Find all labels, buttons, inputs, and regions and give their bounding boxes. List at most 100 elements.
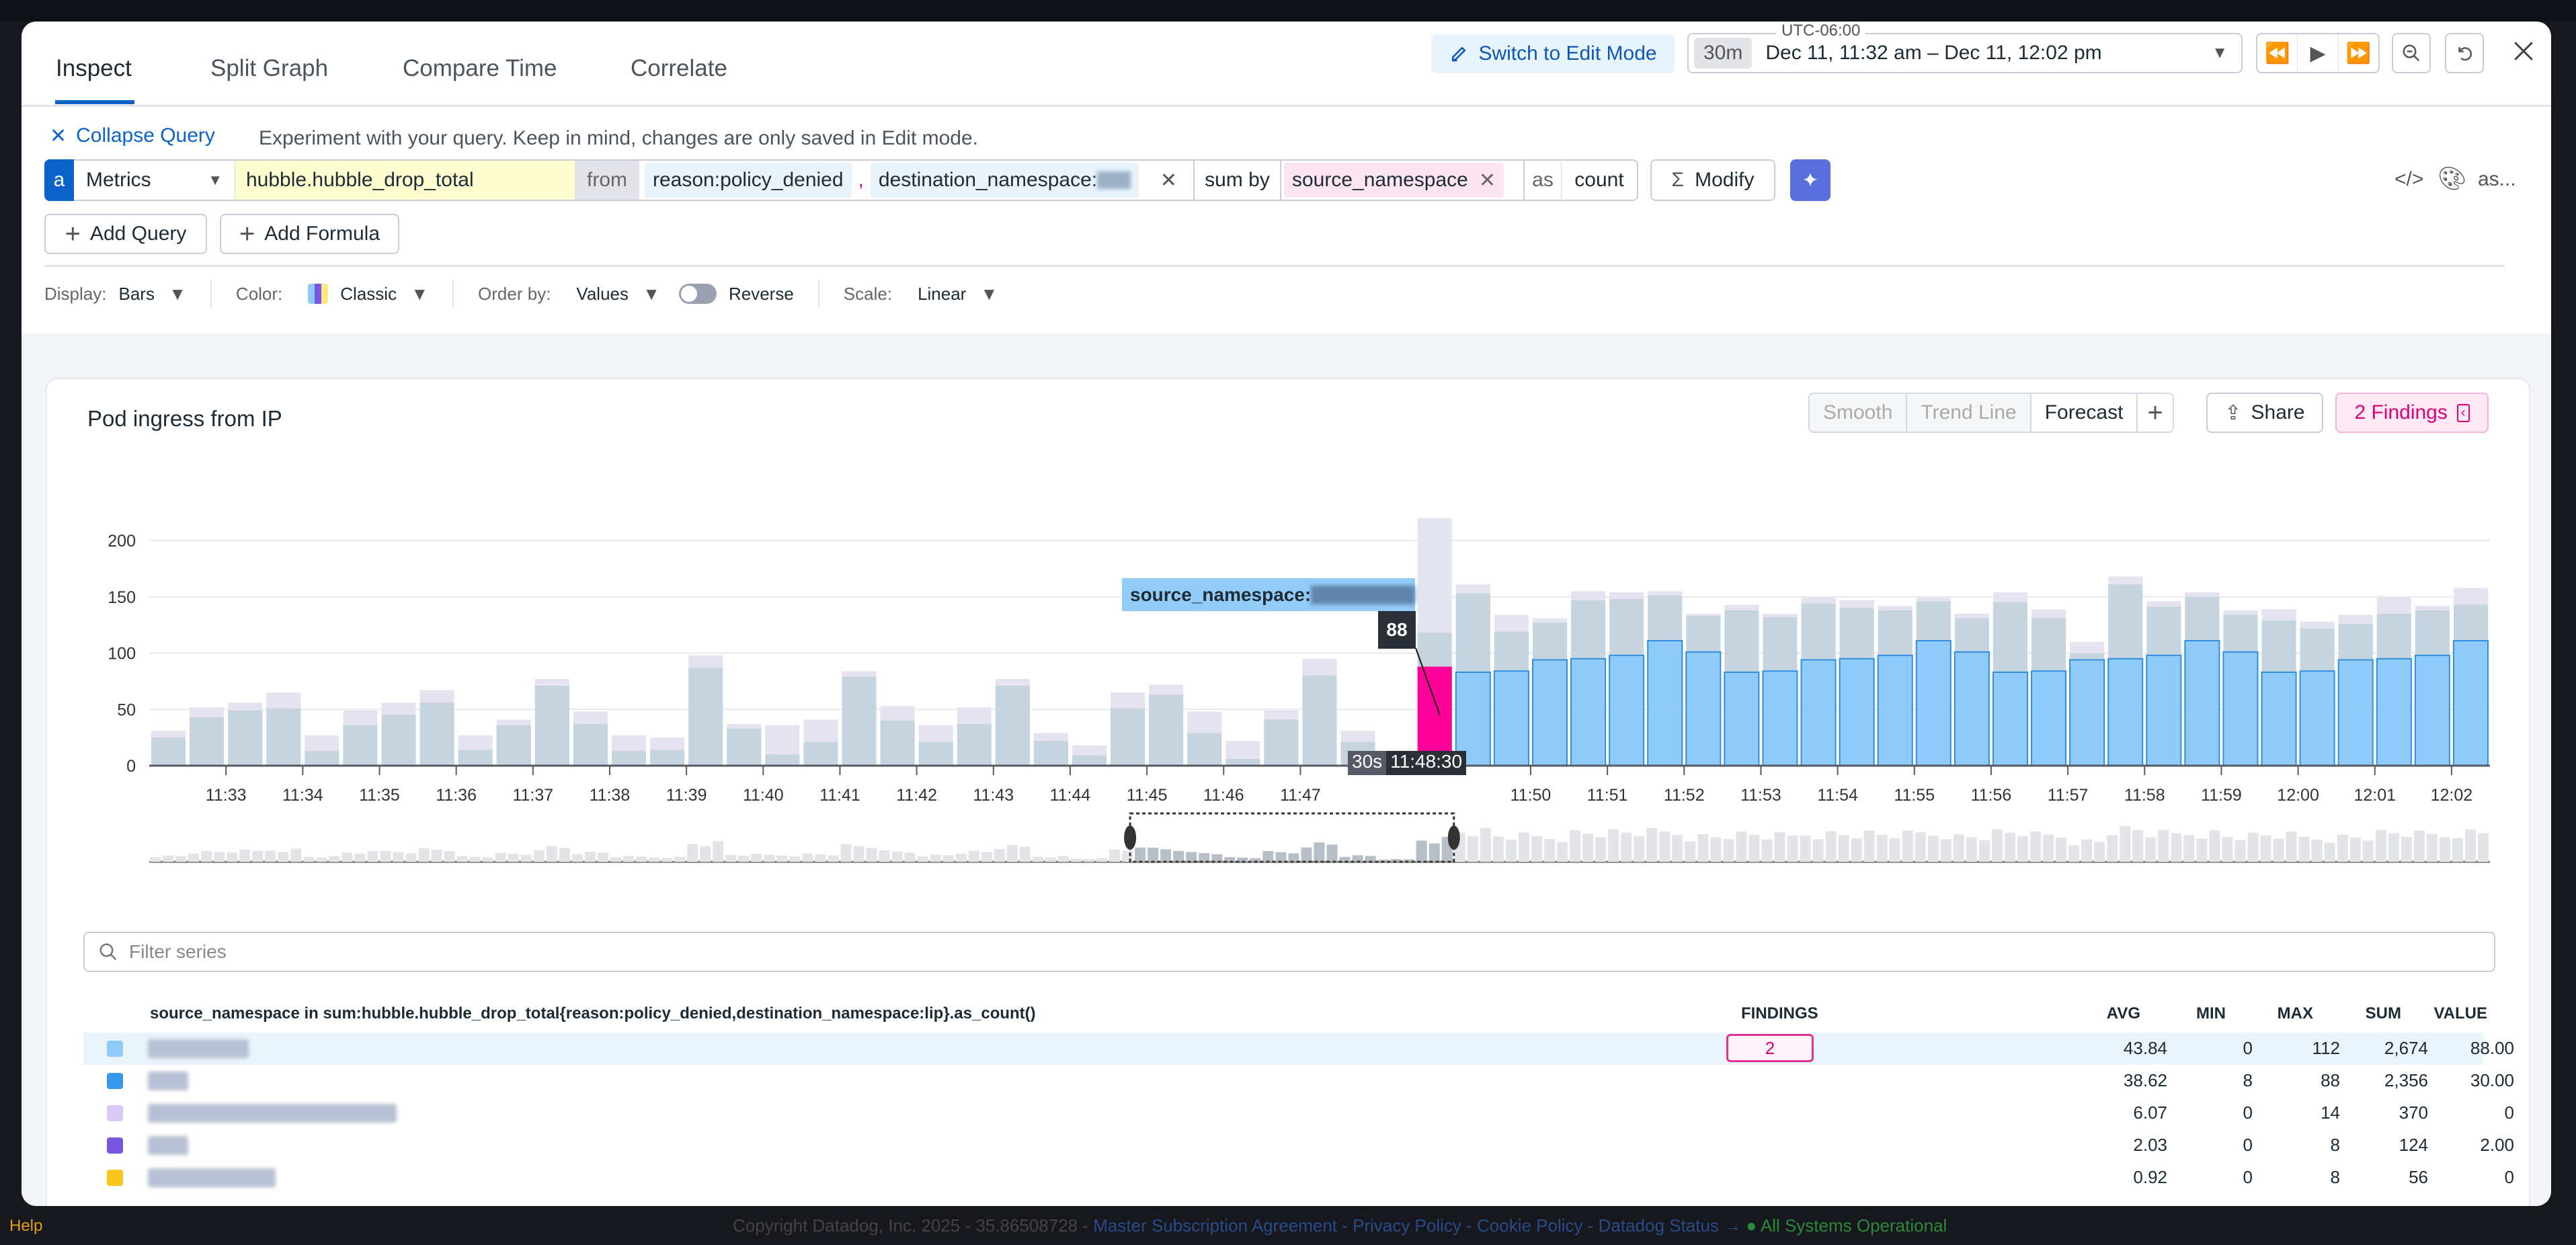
reverse-toggle[interactable]	[678, 284, 717, 304]
table-row[interactable]: 0.92 0 8 56 0	[83, 1162, 2514, 1194]
overview-bar	[1365, 856, 1376, 862]
overview-bar	[1966, 837, 1977, 862]
table-row[interactable]: 2.03 0 8 124 2.00	[83, 1129, 2514, 1162]
overview-bar	[2452, 838, 2463, 862]
findings-button[interactable]: 2 Findings ‹	[2335, 393, 2489, 433]
bar-second-series	[1417, 633, 1452, 667]
series-color-swatch	[107, 1041, 123, 1057]
tooltip-series-label: source_namespace:	[1130, 584, 1312, 605]
bar-highlighted-series	[1877, 654, 1913, 766]
col-min[interactable]: MIN	[2196, 1004, 2226, 1022]
col-sum[interactable]: SUM	[2365, 1004, 2401, 1022]
alias-input[interactable]: as...	[2478, 168, 2516, 190]
ai-assist-button[interactable]: ✦	[1790, 159, 1830, 201]
function-buttons: Smooth Trend Line Forecast +	[1808, 393, 2174, 433]
play-icon[interactable]: ▶	[2298, 34, 2339, 72]
time-preset[interactable]: 30m	[1694, 38, 1753, 69]
cell-max: 14	[2321, 1102, 2340, 1123]
overview-bar	[828, 855, 839, 862]
remove-icon[interactable]: ✕	[1478, 169, 1496, 192]
sum-by-label[interactable]: sum by	[1193, 159, 1280, 201]
overview-bar	[853, 846, 864, 862]
from-label: from	[575, 159, 639, 201]
overview-bar	[1186, 852, 1197, 862]
tag-chip-text: destination_namespace:	[878, 169, 1098, 191]
color-select[interactable]: Classic ▼	[340, 283, 429, 304]
bar-second-series	[2261, 620, 2296, 672]
overview-bar	[2388, 833, 2399, 862]
step-forward-icon[interactable]: ⏩	[2345, 42, 2371, 65]
overview-bar	[649, 857, 660, 862]
reset-button[interactable]	[2445, 33, 2484, 73]
overview-bar	[879, 850, 890, 862]
collapse-query-button[interactable]: ✕ Collapse Query	[50, 106, 215, 166]
overview-bar	[559, 848, 570, 862]
bar-second-series	[2223, 614, 2258, 652]
overview-bar	[2426, 834, 2438, 862]
data-source-select[interactable]: Metrics ▼	[74, 159, 235, 201]
tag-chip[interactable]: reason:policy_denied	[645, 163, 852, 198]
close-button[interactable]	[2509, 36, 2538, 71]
x-tick-label: 11:43	[973, 786, 1014, 805]
query-letter[interactable]: a	[44, 159, 74, 201]
overview-bar	[713, 841, 724, 862]
filter-series-input[interactable]: Filter series	[83, 932, 2495, 972]
overview-bar	[610, 857, 622, 862]
share-button[interactable]: ⇪ Share	[2206, 393, 2323, 433]
table-row[interactable]: 38.62 8 88 2,356 30.00	[83, 1065, 2514, 1097]
col-findings[interactable]: FINDINGS	[1741, 1004, 1818, 1022]
smooth-button[interactable]: Smooth	[1810, 394, 1908, 432]
cell-value: 0	[2504, 1102, 2514, 1123]
group-chip[interactable]: source_namespace ✕	[1284, 163, 1504, 198]
help-link[interactable]: Help	[9, 1217, 43, 1235]
table-row[interactable]: 2 43.84 0 112 2,674 88.00	[83, 1033, 2514, 1065]
tab-inspect[interactable]: Inspect	[56, 55, 132, 81]
add-formula-button[interactable]: + Add Formula	[220, 214, 399, 254]
bar-second-series	[573, 724, 608, 766]
tab-compare-time[interactable]: Compare Time	[403, 55, 557, 81]
time-picker[interactable]: 30m Dec 11, 11:32 am – Dec 11, 12:02 pm …	[1687, 33, 2243, 73]
y-tick-label: 0	[126, 757, 136, 776]
trend-line-button[interactable]: Trend Line	[1907, 394, 2031, 432]
brush-handle-left	[1124, 826, 1137, 850]
zoom-out-button[interactable]	[2392, 33, 2431, 73]
switch-to-edit-mode-button[interactable]: Switch to Edit Mode	[1431, 34, 1675, 73]
group-by-input[interactable]: source_namespace ✕	[1280, 159, 1523, 201]
forecast-button[interactable]: Forecast	[2031, 394, 2138, 432]
col-avg[interactable]: AVG	[2106, 1004, 2140, 1022]
clear-tags-icon[interactable]: ✕	[1160, 169, 1177, 192]
time-range[interactable]: Dec 11, 11:32 am – Dec 11, 12:02 pm	[1765, 42, 2102, 64]
findings-badge[interactable]: 2	[1726, 1034, 1814, 1062]
bar-chart[interactable]: 0 50 100 150 200 11:33 11:34 11:35 11:36 11:37 11:…	[47, 379, 2532, 890]
as-count-select[interactable]: count	[1561, 159, 1638, 201]
overview-bar	[1825, 831, 1837, 862]
overview-bar	[1876, 835, 1888, 862]
scale-select[interactable]: Linear ▼	[918, 283, 998, 304]
modify-button[interactable]: Σ Modify	[1650, 159, 1775, 201]
display-select[interactable]: Bars ▼	[118, 283, 186, 304]
cell-min: 8	[2243, 1070, 2253, 1090]
bar-highlighted-series	[1609, 654, 1645, 766]
add-query-button[interactable]: + Add Query	[44, 214, 207, 254]
overview-bar	[1326, 844, 1338, 862]
footer-links[interactable]: Master Subscription Agreement - Privacy …	[1093, 1215, 1742, 1236]
tab-split-graph[interactable]: Split Graph	[210, 55, 329, 81]
overview-bar	[1428, 843, 1440, 862]
table-row[interactable]: 6.07 0 14 370 0	[83, 1097, 2514, 1129]
overview-bar	[955, 853, 967, 862]
palette-icon[interactable]: 🎨︎	[2438, 166, 2467, 192]
code-icon[interactable]: </>	[2394, 168, 2424, 190]
col-value[interactable]: VALUE	[2433, 1004, 2487, 1022]
bar-highlighted-series	[1685, 651, 1722, 767]
tag-filter-input[interactable]: reason:policy_denied , destination_names…	[639, 159, 1193, 201]
tab-correlate[interactable]: Correlate	[631, 55, 727, 81]
col-series-name[interactable]: source_namespace in sum:hubble.hubble_dr…	[150, 1004, 1036, 1022]
col-max[interactable]: MAX	[2277, 1004, 2313, 1022]
step-back-icon[interactable]: ⏪	[2257, 34, 2298, 72]
order-select[interactable]: Values ▼	[576, 283, 660, 304]
add-function-button[interactable]: +	[2147, 397, 2163, 428]
tag-chip[interactable]: destination_namespace:	[870, 163, 1139, 198]
overview-bar	[1915, 832, 1926, 862]
overview-bar	[1135, 847, 1146, 862]
metric-input[interactable]: hubble.hubble_drop_total	[235, 159, 575, 201]
